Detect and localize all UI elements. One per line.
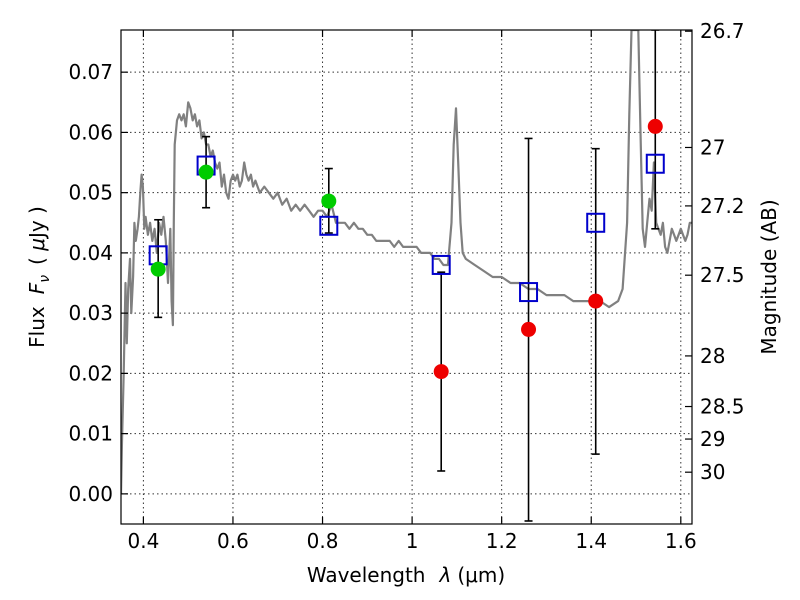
y2-tick-label: 30 xyxy=(700,460,725,484)
y2-tick-label: 27 xyxy=(700,135,725,159)
y2-tick-label: 27.2 xyxy=(700,194,745,218)
x-tick-label: 1.6 xyxy=(665,529,697,553)
y2-axis-label: Magnitude (AB) xyxy=(757,199,781,354)
detection-point xyxy=(321,193,337,209)
axis-ticks: 0.4 0.6 0.8 1 1.2 1.4 1.6 0.00 0.01 0.02 0.03 0.04 0… xyxy=(68,19,744,553)
y-tick-label: 0.04 xyxy=(68,241,113,265)
grid xyxy=(121,30,692,524)
model-flux-square xyxy=(431,254,451,275)
y-tick-label: 0.03 xyxy=(68,301,113,325)
non-detection-point xyxy=(521,321,537,337)
x-tick-label: 1.2 xyxy=(486,529,518,553)
plot-frame xyxy=(120,29,693,525)
x-tick-label: 0.8 xyxy=(307,529,339,553)
non-detection-point xyxy=(588,293,604,309)
x-tick-label: 1.4 xyxy=(575,529,607,553)
y2-tick-label: 28.5 xyxy=(700,395,745,419)
y-tick-label: 0.00 xyxy=(68,482,113,506)
x-tick-label: 0.4 xyxy=(127,529,159,553)
y2-tick-label: 29 xyxy=(700,427,725,451)
plot-area xyxy=(121,30,692,522)
y-tick-label: 0.02 xyxy=(68,361,113,385)
model-flux-square xyxy=(586,212,606,233)
detection-point xyxy=(198,164,214,180)
model-flux-square xyxy=(519,282,539,303)
y-tick-label: 0.07 xyxy=(68,60,113,84)
non-detection-point xyxy=(433,364,449,380)
y-axis-label: FluxFν( μJy ) xyxy=(25,206,53,348)
y-tick-label: 0.05 xyxy=(68,181,113,205)
y-tick-label: 0.01 xyxy=(68,422,113,446)
y-tick-label: 0.06 xyxy=(68,120,113,144)
x-axis-label: Wavelength λ (μm) xyxy=(307,563,505,587)
y2-tick-label: 28 xyxy=(700,344,725,368)
model-flux-square xyxy=(319,215,339,236)
y2-tick-label: 27.5 xyxy=(700,263,745,287)
non-detection-point xyxy=(647,118,663,134)
x-tick-label: 1 xyxy=(406,529,419,553)
model-flux-square xyxy=(645,153,665,174)
y2-tick-label: 26.7 xyxy=(700,19,745,43)
sed-model-line xyxy=(121,30,692,494)
detection-point xyxy=(150,261,166,277)
x-tick-label: 0.6 xyxy=(217,529,249,553)
